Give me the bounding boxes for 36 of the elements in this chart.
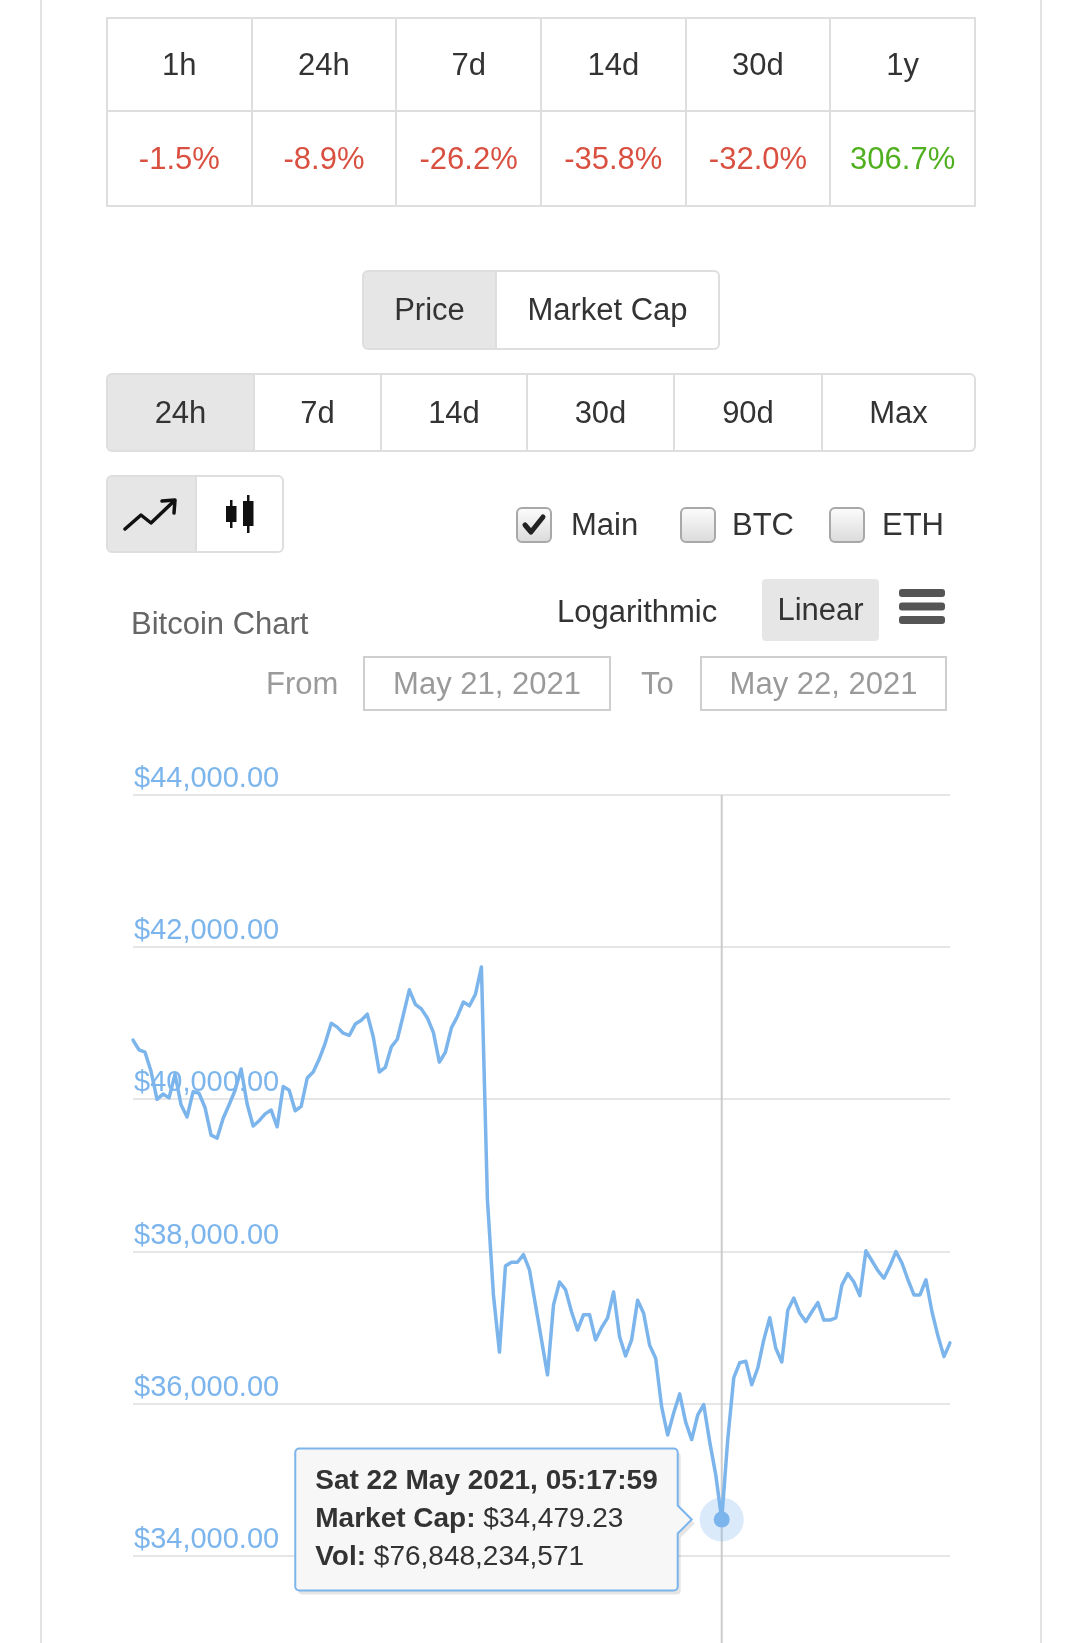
button: Max bbox=[821, 373, 976, 452]
text: From bbox=[266, 666, 339, 702]
category-label: 14d bbox=[542, 19, 687, 112]
y-tick-label: $42,000.00 bbox=[134, 913, 280, 946]
data-label: -8.9% bbox=[252, 112, 398, 207]
button: 30d bbox=[526, 373, 675, 452]
text: Main bbox=[571, 507, 639, 543]
data-label: -1.5% bbox=[108, 112, 253, 207]
category-label: 1y bbox=[831, 19, 976, 112]
text: BTC bbox=[732, 507, 794, 543]
y-tick-label: $34,000.00 bbox=[134, 1522, 280, 1554]
text: ETH bbox=[882, 507, 944, 543]
text: Logarithmic bbox=[557, 594, 718, 630]
chart-title: Bitcoin Chart bbox=[131, 606, 309, 642]
button: 24h bbox=[106, 373, 255, 452]
category-label: 1h bbox=[108, 19, 253, 112]
y-tick-label: $38,000.00 bbox=[134, 1217, 280, 1250]
text: Sat 22 May 2021, 05:17:59 Market Cap: $34,479.23 Vol: $76,848,234,571 bbox=[315, 1464, 658, 1572]
button: 14d bbox=[380, 373, 528, 452]
data-label: 306.7% bbox=[831, 112, 976, 207]
y-tick-label: $44,000.00 bbox=[134, 761, 280, 793]
y-tick-label: $36,000.00 bbox=[134, 1369, 280, 1402]
data-label: -35.8% bbox=[542, 112, 687, 207]
tab: Price bbox=[362, 270, 497, 350]
data-label: -32.0% bbox=[686, 112, 832, 207]
category-label: 30d bbox=[686, 19, 832, 112]
date-field: May 22, 2021 bbox=[700, 656, 947, 711]
button: 90d bbox=[673, 373, 823, 452]
data-label: -26.2% bbox=[397, 112, 542, 207]
button: 7d bbox=[253, 373, 382, 452]
text: To bbox=[641, 666, 674, 702]
category-label: 24h bbox=[252, 19, 398, 112]
tab: Market Cap bbox=[495, 270, 720, 350]
button: Linear bbox=[762, 579, 879, 641]
date-field: May 21, 2021 bbox=[363, 656, 611, 711]
category-label: 7d bbox=[397, 19, 542, 112]
